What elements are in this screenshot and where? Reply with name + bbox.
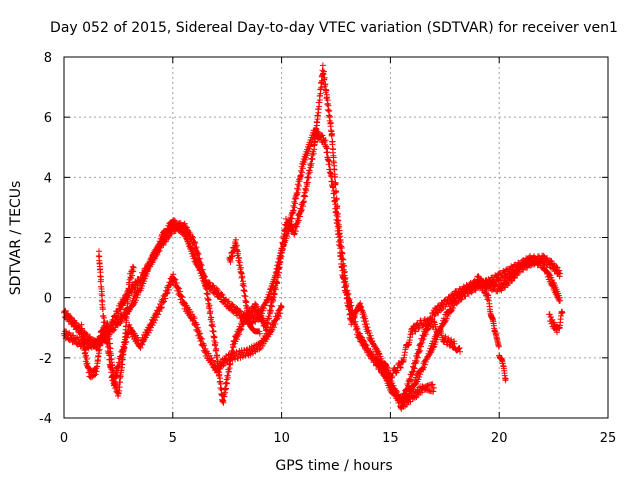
x-tick-label: 10	[273, 431, 290, 446]
y-tick-label: 2	[44, 232, 52, 247]
plus-markers	[398, 381, 437, 412]
x-axis-label: GPS time / hours	[275, 458, 392, 474]
x-tick-label: 25	[600, 431, 617, 446]
y-tick-label: 4	[44, 171, 52, 186]
x-tick-label: 15	[382, 431, 399, 446]
y-axis-label: SDTVAR / TECUs	[8, 181, 24, 296]
chart-title: Day 052 of 2015, Sidereal Day-to-day VTE…	[50, 20, 618, 36]
x-tick-label: 5	[169, 431, 177, 446]
y-tick-label: -4	[39, 412, 52, 427]
y-tick-label: 8	[44, 51, 52, 66]
y-tick-label: 0	[44, 292, 52, 307]
series-track-5	[226, 236, 263, 337]
y-tick-label: -2	[39, 352, 52, 367]
series-track-8	[474, 273, 509, 384]
y-tick-label: 6	[44, 111, 52, 126]
plus-markers	[376, 316, 463, 381]
x-tick-label: 20	[491, 431, 508, 446]
data-points	[61, 62, 566, 412]
series-track-6	[376, 316, 463, 381]
x-tick-label: 0	[60, 431, 68, 446]
series-track-4	[95, 248, 137, 399]
axis-ticks: 0 5 10 15 20 25 -4 -2 0 2 4 6 8	[39, 51, 616, 446]
plus-markers	[474, 273, 509, 384]
plus-markers	[226, 236, 263, 337]
plus-markers	[546, 308, 566, 336]
plus-markers	[95, 248, 137, 399]
series-track-7	[398, 381, 437, 412]
series-track-9	[546, 308, 566, 336]
